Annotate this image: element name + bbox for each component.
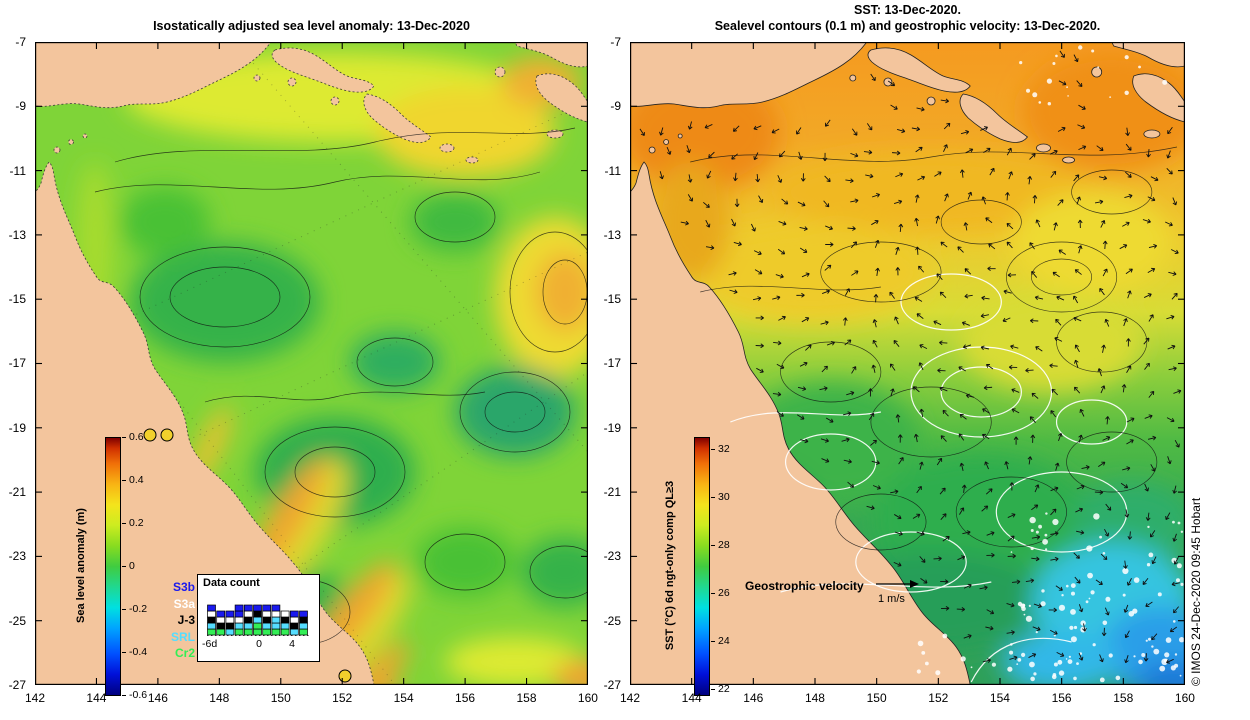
lon-tick-label: 142 (619, 691, 641, 705)
data-count-xtick: 4 (289, 638, 295, 650)
lon-tick-label: 154 (989, 691, 1010, 705)
data-count-title: Data count (203, 577, 260, 589)
data-count-xtick: -6d (202, 638, 218, 650)
satellite-label: Cr2 (174, 646, 195, 660)
sst-title-line1: SST: 13-Dec-2020. (853, 3, 961, 17)
sealevel-contours-black (690, 146, 1178, 551)
lon-tick-label: 142 (24, 691, 46, 705)
colorbar-tick-label: 0.6 (122, 431, 156, 443)
data-count-xticks: -6d 0 4 (198, 638, 319, 651)
colorbar-tick-label: 26 (711, 587, 737, 599)
lat-tick-label: -17 (603, 356, 621, 371)
lon-tick-label: 146 (743, 691, 764, 705)
satellite-label: S3b (172, 580, 195, 594)
sla-colorbar-ticks: 0.6 0.4 0.2 0 -0.2 -0.4 -0.6 (122, 431, 156, 701)
lon-tick-label: 158 (516, 691, 537, 705)
lon-tick-label: 152 (332, 691, 353, 705)
sst-title-line2: Sealevel contours (0.1 m) and geostrophi… (714, 19, 1101, 33)
data-count-inset: Data count -6d 0 4 (197, 574, 320, 662)
geostrophic-velocity-arrows (639, 50, 1182, 664)
satellite-label: S3a (173, 596, 195, 611)
colorbar-tick-label: 0.2 (122, 517, 156, 529)
velocity-legend-label: Geostrophic velocity (745, 579, 864, 593)
lon-tick-label: 156 (455, 691, 476, 705)
lat-tick-label: -19 (603, 420, 621, 435)
colorbar-tick-label: 24 (711, 635, 737, 647)
lat-tick-label: -21 (603, 485, 621, 500)
sst-colorbar (694, 437, 710, 696)
sst-lat-axis: -7 -9 -11 -13 -15 -17 -19 -21 -23 -25 -27 (595, 34, 625, 693)
colorbar-tick-label: -0.2 (122, 603, 156, 615)
lat-tick-label: -13 (8, 227, 26, 242)
lat-tick-label: -7 (15, 35, 26, 49)
lon-tick-label: 146 (147, 691, 168, 705)
lon-tick-label: 148 (804, 691, 825, 705)
lat-tick-label: -23 (603, 549, 621, 564)
lon-tick-label: 158 (1113, 691, 1134, 705)
lon-tick-label: 156 (1051, 691, 1072, 705)
lat-tick-label: -7 (610, 35, 621, 49)
lon-tick-label: 160 (1174, 691, 1195, 705)
satellite-label: SRL (171, 629, 195, 644)
colorbar-tick-label: 22 (711, 683, 737, 695)
sst-lon-axis: 142 144 146 148 150 152 154 156 158 160 (600, 691, 1215, 705)
sst-map (630, 42, 1185, 685)
lon-tick-label: 150 (866, 691, 887, 705)
lat-tick-label: -13 (603, 227, 621, 242)
colorbar-tick-label: -0.6 (122, 689, 156, 701)
satellite-legend: S3b S3a J-3 SRL Cr2 (153, 579, 195, 662)
colorbar-tick-label: 32 (711, 443, 737, 455)
sla-plot-area: Sea level anomaly (m) 0.6 0.4 0.2 0 -0.2 -0.4… (35, 42, 588, 701)
lon-tick-label: 160 (577, 691, 598, 705)
satellite-label: J-3 (177, 613, 195, 627)
sla-title: Isostatically adjusted sea level anomaly… (153, 19, 470, 33)
lat-tick-label: -19 (8, 420, 26, 435)
colorbar-tick-label: 0.4 (122, 474, 156, 486)
lat-tick-label: -25 (8, 613, 26, 628)
lat-tick-label: -21 (8, 485, 26, 500)
lat-tick-label: -15 (8, 292, 26, 307)
lat-tick-label: -9 (15, 99, 26, 114)
lon-tick-label: 154 (393, 691, 414, 705)
data-count-chart (207, 604, 310, 636)
data-count-xtick: 0 (256, 638, 262, 650)
velocity-scale-value: 1 m/s (878, 593, 905, 605)
sla-lon-axis: 142 144 146 148 150 152 154 156 158 160 (5, 691, 618, 705)
lat-tick-label: -9 (610, 99, 621, 114)
sst-plot-area: SST (°C) 6d ngt-only comp QL≥3 32 30 28 26 2… (630, 42, 1185, 696)
cloud-speckles (916, 45, 1185, 683)
lon-tick-label: 148 (209, 691, 230, 705)
lat-tick-label: -25 (603, 613, 621, 628)
lon-tick-label: 144 (86, 691, 107, 705)
sla-colorbar (105, 437, 121, 696)
lat-tick-label: -27 (8, 677, 26, 692)
sst-colorbar-label: SST (°C) 6d ngt-only comp QL≥3 (664, 480, 676, 651)
lat-tick-label: -23 (8, 549, 26, 564)
imos-credit: © IMOS 24-Dec-2020 09:45 Hobart (1189, 497, 1203, 686)
lat-tick-label: -11 (9, 163, 26, 178)
lon-tick-label: 152 (928, 691, 949, 705)
colorbar-tick-label: -0.4 (122, 646, 156, 658)
colorbar-tick-label: 30 (711, 491, 737, 503)
colorbar-tick-label: 0 (122, 560, 156, 572)
lon-tick-label: 144 (681, 691, 702, 705)
lat-tick-label: -17 (8, 356, 26, 371)
lon-tick-label: 150 (270, 691, 291, 705)
velocity-scale-arrow-icon (876, 580, 919, 588)
sla-map (35, 42, 588, 685)
lat-tick-label: -15 (603, 292, 621, 307)
lat-tick-label: -27 (603, 677, 621, 692)
sla-lat-axis: -7 -9 -11 -13 -15 -17 -19 -21 -23 -25 -27 (0, 34, 30, 693)
colorbar-tick-label: 28 (711, 539, 737, 551)
lat-tick-label: -11 (604, 163, 621, 178)
sst-colorbar-ticks: 32 30 28 26 24 22 (711, 443, 737, 695)
sla-colorbar-label: Sea level anomaly (m) (75, 508, 87, 623)
